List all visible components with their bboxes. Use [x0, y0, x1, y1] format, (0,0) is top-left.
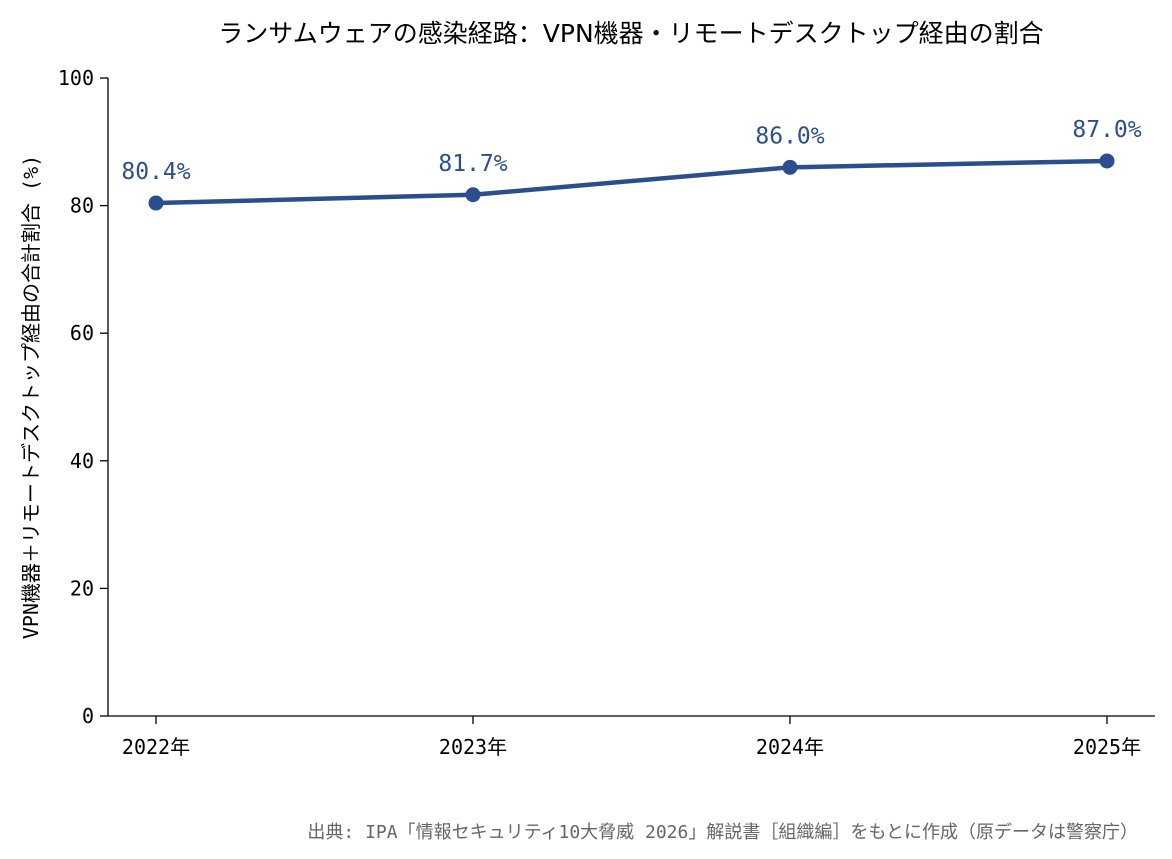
y-tick-label: 100: [58, 66, 94, 90]
y-tick-label: 40: [70, 449, 94, 473]
x-ticks: 2022年 2023年 2024年 2025年: [122, 716, 1141, 759]
x-tick-label: 2023年: [439, 735, 507, 759]
source-note: 出典: IPA「情報セキュリティ10大脅威 2026」解説書［組織編］をもとに作…: [307, 822, 1138, 843]
data-point: [782, 159, 798, 175]
y-ticks: 0 20 40 60 80 100: [58, 66, 108, 728]
x-tick-label: 2025年: [1073, 735, 1141, 759]
y-tick-label: 20: [70, 576, 94, 600]
series-layer: 80.4% 81.7% 86.0% 87.0%: [121, 117, 1142, 211]
series-line: [153, 158, 1110, 206]
y-tick-label: 60: [70, 321, 94, 345]
data-label: 87.0%: [1072, 117, 1141, 143]
x-tick-label: 2024年: [756, 735, 824, 759]
data-label: 86.0%: [755, 123, 824, 149]
data-point: [1099, 153, 1115, 169]
y-tick-label: 0: [82, 704, 94, 728]
data-point: [465, 187, 481, 203]
data-point: [148, 195, 164, 211]
data-label: 81.7%: [438, 151, 507, 177]
y-axis-label: VPN機器＋リモートデスクトップ経由の合計割合 (%): [19, 155, 43, 639]
x-tick-label: 2022年: [122, 735, 190, 759]
data-label: 80.4%: [121, 159, 190, 185]
chart-title: ランサムウェアの感染経路：VPN機器・リモートデスクトップ経由の割合: [218, 19, 1044, 48]
chart-axes: [107, 78, 1155, 717]
y-tick-label: 80: [70, 194, 94, 218]
